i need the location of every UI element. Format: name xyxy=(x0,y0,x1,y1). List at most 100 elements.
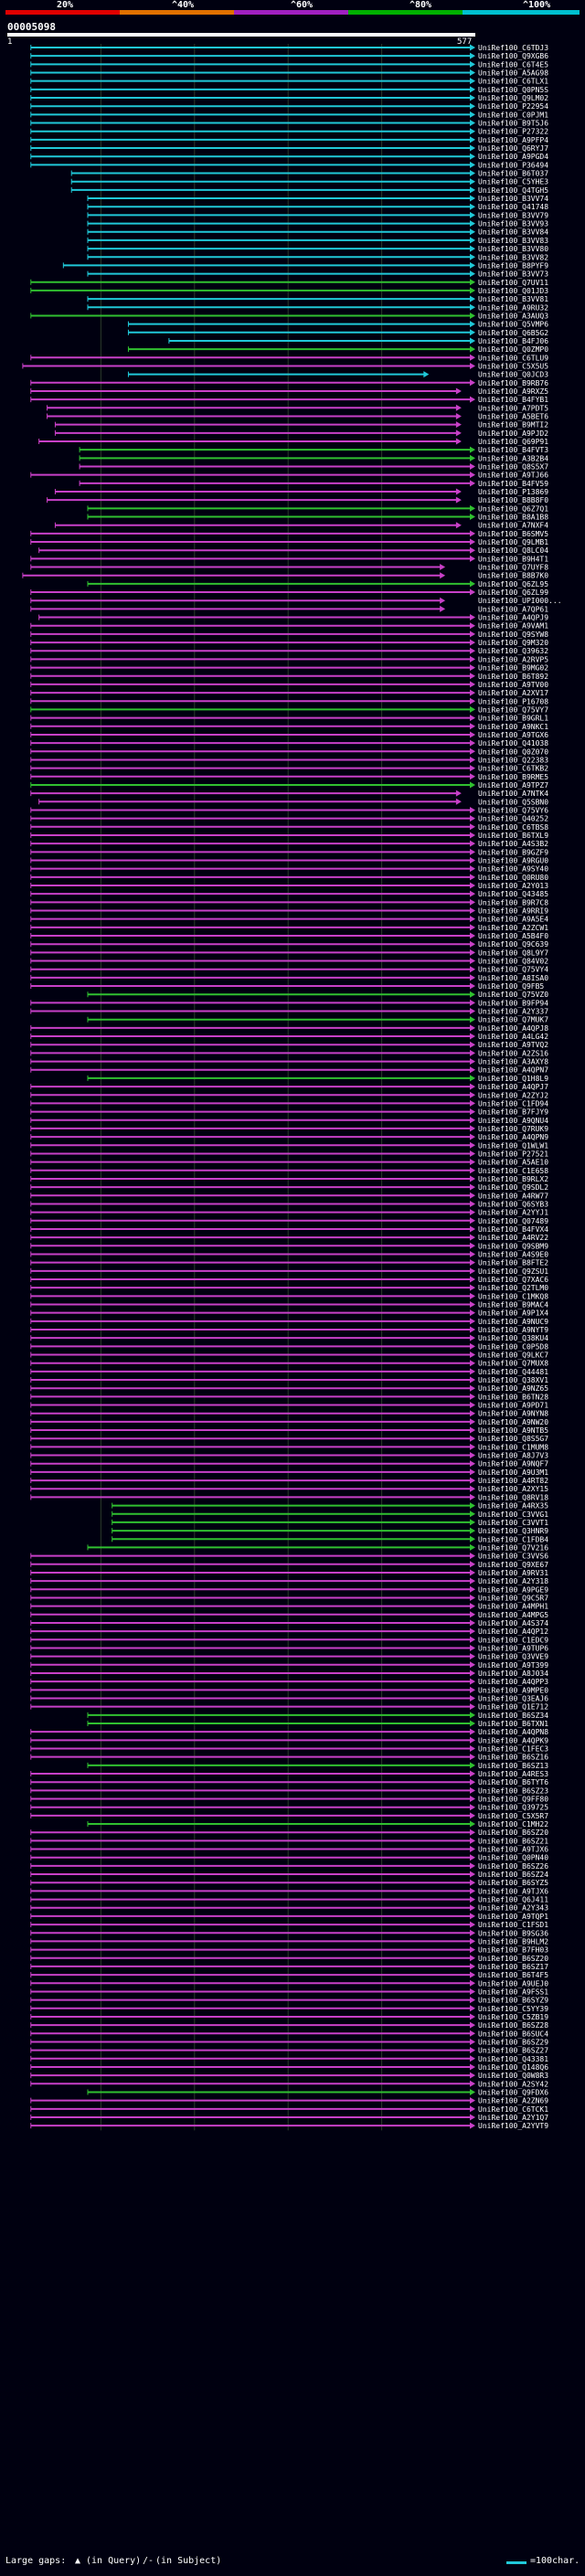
hit-label[interactable]: UniRef100_A7QP61 xyxy=(478,605,548,613)
hit-label[interactable]: UniRef100_C1FDB4 xyxy=(478,1535,548,1543)
hit-label[interactable]: UniRef100_B8PYF9 xyxy=(478,261,548,270)
hit-label[interactable]: UniRef100_Q9SYW8 xyxy=(478,631,548,639)
hit-label[interactable]: UniRef100_B6T4F5 xyxy=(478,1971,548,1979)
hit-label[interactable]: UniRef100_B9T5J6 xyxy=(478,120,548,128)
hit-label[interactable]: UniRef100_Q1WLW1 xyxy=(478,1141,548,1150)
hit-label[interactable]: UniRef100_A9A5E4 xyxy=(478,916,548,924)
hit-label[interactable]: UniRef100_B3VV84 xyxy=(478,228,548,237)
hit-label[interactable]: UniRef100_A2Y1Q7 xyxy=(478,2114,548,2122)
hit-label[interactable]: UniRef100_A4QP12 xyxy=(478,1627,548,1636)
hit-label[interactable]: UniRef100_B3VV80 xyxy=(478,245,548,253)
hit-label[interactable]: UniRef100_A8J7V3 xyxy=(478,1452,548,1460)
hit-label[interactable]: UniRef100_A9RGU0 xyxy=(478,856,548,864)
hit-label[interactable]: UniRef100_C0PJM1 xyxy=(478,111,548,119)
hit-label[interactable]: UniRef100_A3AXY8 xyxy=(478,1058,548,1066)
hit-label[interactable]: UniRef100_A5B4F0 xyxy=(478,932,548,940)
hit-label[interactable]: UniRef100_Q1H8L9 xyxy=(478,1075,548,1083)
hit-label[interactable]: UniRef100_C1MUM8 xyxy=(478,1443,548,1451)
hit-label[interactable]: UniRef100_B8FTE2 xyxy=(478,1259,548,1267)
hit-label[interactable]: UniRef100_B8A1B8 xyxy=(478,514,548,522)
hit-label[interactable]: UniRef100_Q0RU80 xyxy=(478,874,548,882)
hit-label[interactable]: UniRef100_Q6SYB3 xyxy=(478,1200,548,1208)
hit-label[interactable]: UniRef100_Q40252 xyxy=(478,815,548,823)
hit-label[interactable]: UniRef100_Q6ZL99 xyxy=(478,588,548,597)
hit-label[interactable]: UniRef100_Q9FB5 xyxy=(478,982,544,991)
hit-label[interactable]: UniRef100_A7NTK4 xyxy=(478,790,548,798)
hit-label[interactable]: UniRef100_C1MH22 xyxy=(478,1820,548,1829)
hit-label[interactable]: UniRef100_Q5SBN0 xyxy=(478,798,548,806)
hit-label[interactable]: UniRef100_A9FSS1 xyxy=(478,1988,548,1996)
hit-label[interactable]: UniRef100_C6T4E5 xyxy=(478,60,548,69)
hit-label[interactable]: UniRef100_Q9FDX6 xyxy=(478,2088,548,2096)
hit-label[interactable]: UniRef100_Q7V216 xyxy=(478,1543,548,1552)
hit-label[interactable]: UniRef100_B3VV82 xyxy=(478,253,548,261)
hit-label[interactable]: UniRef100_Q39725 xyxy=(478,1804,548,1812)
hit-label[interactable]: UniRef100_A2YYJ1 xyxy=(478,1209,548,1217)
hit-label[interactable]: UniRef100_A9RRI9 xyxy=(478,907,548,916)
hit-label[interactable]: UniRef100_P13869 xyxy=(478,488,548,496)
hit-label[interactable]: UniRef100_UPI000... xyxy=(478,597,562,605)
hit-label[interactable]: UniRef100_Q8LC04 xyxy=(478,546,548,555)
hit-label[interactable]: UniRef100_Q38XV1 xyxy=(478,1376,548,1384)
hit-label[interactable]: UniRef100_A9PD71 xyxy=(478,1402,548,1410)
hit-label[interactable]: UniRef100_B6SZ17 xyxy=(478,1963,548,1971)
hit-label[interactable]: UniRef100_Q9FF80 xyxy=(478,1796,548,1804)
hit-label[interactable]: UniRef100_Q5VMP6 xyxy=(478,321,548,329)
hit-label[interactable]: UniRef100_Q39632 xyxy=(478,647,548,655)
hit-label[interactable]: UniRef100_C6TKB2 xyxy=(478,765,548,773)
hit-label[interactable]: UniRef100_A9TQP1 xyxy=(478,1913,548,1921)
hit-label[interactable]: UniRef100_B3VV73 xyxy=(478,270,548,279)
hit-label[interactable]: UniRef100_A9NZ65 xyxy=(478,1384,548,1393)
hit-label[interactable]: UniRef100_A4RW77 xyxy=(478,1192,548,1200)
hit-label[interactable]: UniRef100_B3VV79 xyxy=(478,211,548,219)
hit-label[interactable]: UniRef100_A3AUQ3 xyxy=(478,312,548,320)
hit-label[interactable]: UniRef100_Q2TLM0 xyxy=(478,1284,548,1292)
hit-label[interactable]: UniRef100_C6TLU9 xyxy=(478,354,548,362)
hit-label[interactable]: UniRef100_C1FD94 xyxy=(478,1099,548,1108)
hit-label[interactable]: UniRef100_A9RXZ5 xyxy=(478,387,548,396)
hit-label[interactable]: UniRef100_Q07489 xyxy=(478,1217,548,1225)
hit-label[interactable]: UniRef100_A9TVQ2 xyxy=(478,1041,548,1049)
hit-label[interactable]: UniRef100_B3VV74 xyxy=(478,195,548,203)
hit-label[interactable]: UniRef100_A4QPJ9 xyxy=(478,614,548,622)
hit-label[interactable]: UniRef100_Q7RUK9 xyxy=(478,1125,548,1133)
hit-label[interactable]: UniRef100_Q75VY6 xyxy=(478,806,548,814)
hit-label[interactable]: UniRef100_A2XV17 xyxy=(478,689,548,697)
hit-label[interactable]: UniRef100_Q6J411 xyxy=(478,1896,548,1904)
hit-label[interactable]: UniRef100_Q0Z070 xyxy=(478,747,548,756)
hit-label[interactable]: UniRef100_A4QPN7 xyxy=(478,1066,548,1075)
hit-label[interactable]: UniRef100_B9MAC4 xyxy=(478,1301,548,1309)
hit-label[interactable]: UniRef100_C5YY39 xyxy=(478,2005,548,2013)
hit-label[interactable]: UniRef100_A3B2B4 xyxy=(478,454,548,462)
hit-label[interactable]: UniRef100_Q75VZ0 xyxy=(478,991,548,999)
hit-label[interactable]: UniRef100_B9SG36 xyxy=(478,1929,548,1937)
hit-label[interactable]: UniRef100_A9NYT9 xyxy=(478,1326,548,1334)
hit-label[interactable]: UniRef100_A9PGE9 xyxy=(478,1585,548,1594)
hit-label[interactable]: UniRef100_A4RV22 xyxy=(478,1234,548,1242)
hit-label[interactable]: UniRef100_A4QPN9 xyxy=(478,1133,548,1141)
hit-label[interactable]: UniRef100_A9RU32 xyxy=(478,303,548,312)
hit-label[interactable]: UniRef100_Q6B5G2 xyxy=(478,329,548,337)
hit-label[interactable]: UniRef100_Q22383 xyxy=(478,756,548,764)
hit-label[interactable]: UniRef100_C5X5U5 xyxy=(478,362,548,370)
hit-label[interactable]: UniRef100_B6T892 xyxy=(478,673,548,681)
hit-label[interactable]: UniRef100_B6SYZ9 xyxy=(478,1997,548,2005)
hit-label[interactable]: UniRef100_Q43381 xyxy=(478,2055,548,2063)
hit-label[interactable]: UniRef100_B6SZ27 xyxy=(478,2047,548,2055)
hit-label[interactable]: UniRef100_A8J034 xyxy=(478,1670,548,1678)
hit-label[interactable]: UniRef100_A4QPK9 xyxy=(478,1736,548,1744)
hit-label[interactable]: UniRef100_C3VVT1 xyxy=(478,1519,548,1527)
hit-label[interactable]: UniRef100_A4QPN8 xyxy=(478,1728,548,1736)
hit-label[interactable]: UniRef100_A9NYN8 xyxy=(478,1410,548,1418)
hit-label[interactable]: UniRef100_A2ZCW1 xyxy=(478,924,548,932)
hit-label[interactable]: UniRef100_B6TN28 xyxy=(478,1393,548,1401)
hit-label[interactable]: UniRef100_B6SZ21 xyxy=(478,1837,548,1845)
hit-label[interactable]: UniRef100_Q9ZSU1 xyxy=(478,1267,548,1276)
hit-label[interactable]: UniRef100_A9PFP4 xyxy=(478,136,548,144)
hit-label[interactable]: UniRef100_Q0W8R3 xyxy=(478,2072,548,2080)
hit-label[interactable]: UniRef100_A7NXF4 xyxy=(478,522,548,530)
hit-label[interactable]: UniRef100_A4LG42 xyxy=(478,1033,548,1041)
hit-label[interactable]: UniRef100_A2Y343 xyxy=(478,1904,548,1913)
hit-label[interactable]: UniRef100_C1FEC3 xyxy=(478,1745,548,1754)
hit-label[interactable]: UniRef100_Q1E712 xyxy=(478,1703,548,1712)
